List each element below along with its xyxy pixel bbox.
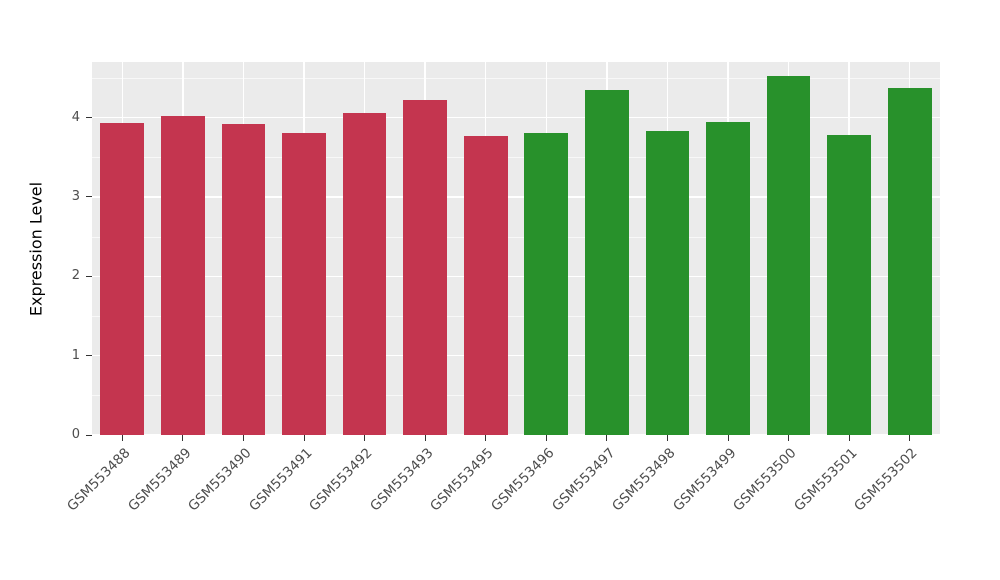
x-tick-mark xyxy=(364,435,366,441)
bar-GSM553498 xyxy=(645,131,690,435)
x-tick-label: GSM553499 xyxy=(669,445,740,515)
x-tick-mark xyxy=(545,435,547,441)
y-tick-label: 4 xyxy=(71,109,80,125)
major-gridline xyxy=(92,116,940,119)
plot-panel xyxy=(92,62,940,436)
bar-GSM553489 xyxy=(161,115,205,435)
bar-GSM553497 xyxy=(585,89,629,435)
bar-GSM553496 xyxy=(524,132,569,435)
x-tick-label: GSM553500 xyxy=(730,445,800,515)
minor-gridline xyxy=(92,395,940,397)
y-tick-mark xyxy=(86,355,92,357)
bar-GSM553501 xyxy=(827,135,871,435)
x-tick-mark xyxy=(606,435,608,441)
major-gridline xyxy=(92,196,940,198)
bar-GSM553490 xyxy=(221,123,266,435)
bar-GSM553491 xyxy=(282,132,326,435)
bar-GSM553492 xyxy=(342,112,387,435)
y-tick-mark xyxy=(86,434,92,436)
x-tick-label: GSM553493 xyxy=(367,445,437,515)
bar-GSM553502 xyxy=(887,88,932,435)
x-tick-mark xyxy=(242,435,244,441)
y-tick-label: 1 xyxy=(71,347,80,363)
x-tick-mark xyxy=(303,435,305,441)
minor-gridline xyxy=(92,77,940,79)
x-tick-mark xyxy=(848,435,850,441)
x-tick-label: GSM553492 xyxy=(306,445,376,515)
y-tick-label: 2 xyxy=(71,268,80,284)
y-tick-mark xyxy=(86,196,92,198)
y-tick-mark xyxy=(86,275,92,277)
x-tick-label: GSM553489 xyxy=(124,445,195,515)
x-tick-mark xyxy=(727,435,729,441)
x-tick-label: GSM553502 xyxy=(851,445,922,515)
x-tick-label: GSM553490 xyxy=(185,445,255,515)
x-tick-label: GSM553496 xyxy=(488,445,558,515)
x-tick-label: GSM553491 xyxy=(245,445,316,515)
bar-GSM553488 xyxy=(100,123,145,435)
x-tick-label: GSM553488 xyxy=(64,445,134,515)
minor-gridline xyxy=(92,315,940,317)
bar-GSM553495 xyxy=(463,135,508,435)
y-tick-label: 0 xyxy=(71,427,80,442)
x-tick-label: GSM553495 xyxy=(427,445,498,515)
minor-gridline xyxy=(92,157,940,159)
bar-GSM553500 xyxy=(766,76,811,435)
x-tick-mark xyxy=(485,435,487,441)
x-tick-mark xyxy=(424,435,426,441)
x-tick-mark xyxy=(909,435,911,441)
major-gridline xyxy=(92,434,940,436)
bar-GSM553499 xyxy=(706,121,750,435)
x-tick-label: GSM553501 xyxy=(791,445,861,515)
y-tick-mark xyxy=(86,117,92,119)
x-tick-mark xyxy=(182,435,184,441)
x-tick-mark xyxy=(788,435,790,441)
x-tick-label: GSM553498 xyxy=(609,445,679,515)
bar-GSM553493 xyxy=(403,100,447,435)
x-tick-label: GSM553497 xyxy=(548,445,619,515)
minor-gridline xyxy=(92,236,940,238)
x-tick-mark xyxy=(666,435,668,441)
major-gridline xyxy=(92,275,940,278)
major-gridline xyxy=(92,354,940,357)
x-tick-mark xyxy=(121,435,123,441)
y-axis-title: Expression Level xyxy=(26,181,46,316)
y-tick-label: 3 xyxy=(71,188,80,204)
